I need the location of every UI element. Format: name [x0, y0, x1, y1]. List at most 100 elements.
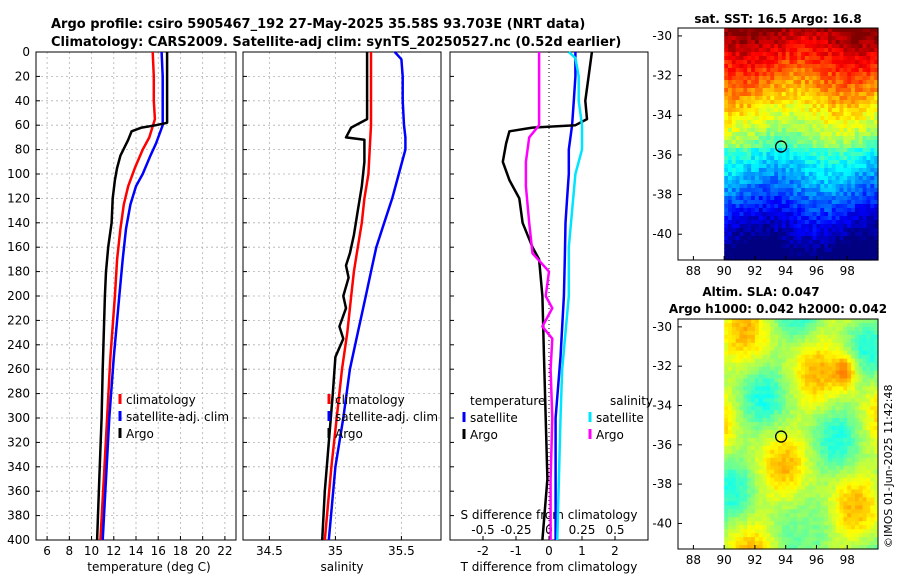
- sla_map-pixel: [816, 521, 821, 526]
- sst_map-pixel: [735, 220, 741, 225]
- sla_map-pixel: [793, 406, 798, 411]
- sst_map-pixel: [816, 132, 821, 137]
- sst_map-pixel: [743, 36, 748, 41]
- sst_map-pixel: [828, 84, 833, 89]
- sla_map-pixel: [843, 485, 848, 491]
- sst_map-pixel: [839, 184, 844, 189]
- sla_map-pixel: [785, 390, 791, 395]
- sst_map-pixel: [735, 96, 741, 101]
- sst_map-pixel: [789, 72, 794, 77]
- sst_map-pixel: [828, 36, 833, 41]
- sst_map-pixel: [781, 76, 787, 81]
- sla_map-pixel: [828, 517, 833, 522]
- sla_map-pixel: [739, 434, 744, 439]
- sst_map-pixel: [808, 244, 814, 249]
- sst_map-pixel: [866, 184, 871, 189]
- sla_map-pixel: [728, 473, 733, 479]
- sla_map-pixel: [793, 457, 798, 463]
- sst_map-pixel: [747, 184, 752, 189]
- sst_map-pixel: [870, 216, 875, 221]
- sst_map-pixel: [820, 120, 825, 125]
- sst_map-pixel: [785, 164, 791, 169]
- sst_map-pixel: [808, 112, 814, 117]
- sst_map-pixel: [870, 184, 875, 189]
- sla_map-pixel: [816, 477, 821, 483]
- sla_map-pixel: [778, 350, 783, 356]
- sst_map-pixel: [854, 244, 860, 249]
- sla_map-pixel: [828, 414, 833, 419]
- sla_map-pixel: [785, 430, 791, 435]
- sla_map-pixel: [808, 346, 814, 352]
- sst_map-pixel: [766, 52, 771, 57]
- sla_map-pixel: [824, 402, 829, 407]
- sst_map-pixel: [789, 236, 794, 241]
- sst_map-pixel: [758, 132, 764, 137]
- sla_map-pixel: [766, 426, 771, 431]
- sst_map-pixel: [816, 48, 821, 53]
- sst_map-pixel: [804, 144, 810, 149]
- sla_map-pixel: [824, 330, 829, 336]
- sla_map-pixel: [801, 338, 806, 344]
- sla_map-pixel: [731, 497, 737, 502]
- sla_map-pixel: [874, 449, 879, 455]
- sst_map-pixel: [843, 40, 848, 45]
- sst_map-pixel: [862, 76, 867, 81]
- sla_map-pixel: [754, 517, 760, 522]
- sst_map-pixel: [739, 240, 744, 245]
- sla_map-pixel: [751, 394, 756, 399]
- sst_map-pixel: [770, 256, 775, 261]
- sla_map-pixel: [747, 366, 752, 372]
- sst_map-pixel: [812, 104, 817, 109]
- x-tick-label: 6: [43, 544, 51, 558]
- sla_map-pixel: [854, 406, 860, 411]
- sst_map-pixel: [801, 216, 806, 221]
- sla_map-pixel: [785, 418, 791, 423]
- sst_map-pixel: [847, 248, 852, 253]
- sla_map-pixel: [762, 541, 767, 546]
- sst_map-pixel: [762, 188, 767, 193]
- sst_map-pixel: [858, 168, 864, 173]
- sla_map-pixel: [747, 374, 752, 380]
- sst_map-pixel: [854, 212, 860, 217]
- sst_map-pixel: [793, 236, 798, 241]
- sst_map-pixel: [735, 44, 741, 49]
- sla_map-pixel: [862, 366, 867, 372]
- sst_map-pixel: [789, 112, 794, 117]
- sst_map-pixel: [739, 80, 744, 85]
- series-line-argo: [95, 52, 169, 541]
- sla_map-pixel: [724, 426, 729, 431]
- sst_map-pixel: [766, 192, 771, 197]
- sla_map-pixel: [828, 350, 833, 356]
- sst_map-pixel: [793, 224, 798, 229]
- sla_map-pixel: [866, 426, 871, 431]
- sst_map-pixel: [862, 168, 867, 173]
- sst_map-pixel: [754, 60, 760, 65]
- y-tick-label: 20: [15, 69, 30, 83]
- sla_map-pixel: [874, 493, 879, 499]
- sst_map-pixel: [816, 28, 821, 33]
- sst_map-pixel: [781, 44, 787, 49]
- sla_map-pixel: [851, 453, 856, 459]
- sst_map-pixel: [789, 48, 794, 53]
- sla_map-pixel: [835, 406, 841, 411]
- sst_map-pixel: [824, 80, 829, 85]
- sla_map-pixel: [758, 422, 764, 427]
- sla_map-pixel: [770, 326, 775, 332]
- sst_map-pixel: [847, 216, 852, 221]
- sla_map-pixel: [824, 434, 829, 439]
- sst_map-pixel: [828, 156, 833, 161]
- sst_map-pixel: [854, 160, 860, 165]
- sst_map-pixel: [781, 216, 787, 221]
- sla_map-pixel: [862, 426, 867, 431]
- sla_map-pixel: [847, 477, 852, 483]
- sla_map-pixel: [812, 465, 817, 471]
- sla_map-pixel: [804, 362, 810, 368]
- sst_map-pixel: [724, 132, 729, 137]
- sla_map-pixel: [724, 497, 729, 502]
- sst_map-pixel: [835, 236, 841, 241]
- sst_map-pixel: [831, 88, 837, 93]
- sla_map-pixel: [812, 374, 817, 380]
- sst_map-pixel: [751, 248, 756, 253]
- sst_map-pixel: [835, 172, 841, 177]
- sla_map-pixel: [874, 513, 879, 518]
